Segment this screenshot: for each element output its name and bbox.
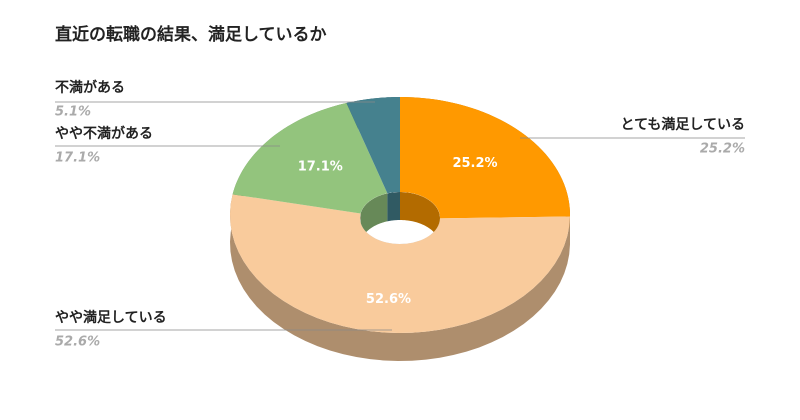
slice-data-label: 52.6%	[366, 292, 411, 307]
slice	[346, 97, 400, 194]
slice-percent: 25.2%	[700, 142, 745, 157]
slice-name: 不満がある	[55, 79, 125, 96]
slice-percent: 5.1%	[55, 105, 91, 120]
slice-inner-side	[360, 193, 388, 242]
hole-walls	[360, 192, 440, 244]
slice-name: やや不満がある	[55, 125, 153, 142]
slice-name: やや満足している	[55, 309, 167, 326]
slice	[232, 103, 388, 214]
slice-percent: 17.1%	[55, 151, 100, 166]
slice	[400, 97, 570, 219]
slice-percent: 52.6%	[55, 335, 100, 350]
chart-title: 直近の転職の結果、満足しているか	[55, 24, 327, 45]
slice-name: とても満足している	[621, 116, 745, 133]
slice-side	[230, 194, 570, 361]
slice	[230, 194, 570, 333]
slice-data-label: 25.2%	[452, 156, 497, 171]
slice-data-label: 17.1%	[298, 160, 343, 175]
slice-inner-side	[400, 192, 440, 244]
slice-inner-side	[387, 192, 400, 222]
